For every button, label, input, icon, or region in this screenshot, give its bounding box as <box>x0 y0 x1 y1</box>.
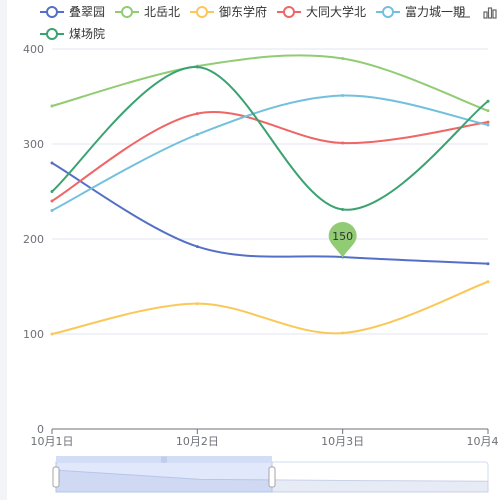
legend-label: 北岳北 <box>144 5 180 19</box>
legend-label: 叠翠园 <box>69 5 105 19</box>
data-point[interactable] <box>341 94 345 98</box>
y-tick-label: 100 <box>23 328 44 341</box>
x-tick-label: 10月2日 <box>176 435 219 448</box>
data-point[interactable] <box>50 209 54 212</box>
legend-item-1[interactable]: 北岳北 <box>115 5 180 19</box>
series-line <box>51 66 489 211</box>
x-tick-label: 10月4日 <box>467 435 500 448</box>
zoom-grip: ||| <box>161 457 167 464</box>
toolbox <box>458 6 497 19</box>
data-point[interactable] <box>486 123 490 127</box>
bar-chart-icon[interactable] <box>483 7 497 19</box>
series-lines <box>50 54 490 336</box>
zoom-handle-end[interactable] <box>268 466 276 488</box>
series-line <box>51 162 489 265</box>
data-point[interactable] <box>341 57 345 60</box>
legend-label: 御东学府 <box>219 4 267 19</box>
legend-symbol <box>46 6 58 18</box>
markpoint: 150 <box>328 222 357 258</box>
series-5 <box>50 65 490 212</box>
zoom-window[interactable] <box>55 461 273 493</box>
legend-item-0[interactable]: 叠翠园 <box>40 5 105 19</box>
series-line <box>51 111 489 202</box>
series-1 <box>50 54 490 113</box>
y-tick-label: 400 <box>23 43 44 56</box>
markpoint-label: 150 <box>332 230 353 243</box>
legend-symbol <box>121 6 134 18</box>
data-zoom-slider[interactable]: ||| <box>52 456 489 493</box>
series-2 <box>50 280 490 336</box>
left-edge-strip <box>0 0 7 500</box>
data-point[interactable] <box>195 112 199 116</box>
zoom-handle-start[interactable] <box>52 466 60 488</box>
data-point[interactable] <box>50 332 54 336</box>
series-line <box>51 94 489 212</box>
series-3 <box>50 111 490 203</box>
legend-label: 煤场院 <box>69 27 105 41</box>
legend-item-5[interactable]: 煤场院 <box>40 27 105 41</box>
x-tick-label: 10月3日 <box>321 435 364 448</box>
series-0 <box>50 161 490 266</box>
data-point[interactable] <box>486 280 490 284</box>
data-point[interactable] <box>486 262 490 266</box>
markpoint-pin[interactable]: 150 <box>328 222 357 258</box>
axes: 0 100 200 300 400 10月1日 10月2日 10月3日 10月4日 <box>23 43 500 448</box>
legend-item-4[interactable]: 富力城一期 <box>376 4 465 19</box>
data-point[interactable] <box>486 109 490 113</box>
x-tick-label: 10月1日 <box>31 435 74 448</box>
series-line <box>51 280 489 335</box>
data-point[interactable] <box>486 120 490 124</box>
data-point[interactable] <box>341 141 345 145</box>
data-point[interactable] <box>195 302 199 306</box>
zoom-move-bar[interactable] <box>56 456 272 463</box>
data-point[interactable] <box>195 133 199 136</box>
data-point[interactable] <box>50 190 54 193</box>
data-point[interactable] <box>341 331 345 335</box>
data-point[interactable] <box>50 104 54 108</box>
data-point[interactable] <box>195 65 199 69</box>
legend-symbol <box>46 28 58 40</box>
legend-label: 大同大学北 <box>306 4 366 19</box>
y-tick-label: 300 <box>23 138 44 151</box>
data-point[interactable] <box>341 208 345 212</box>
series-4 <box>50 94 490 212</box>
legend-symbol <box>196 6 209 18</box>
series-line <box>51 54 489 112</box>
data-view-icon[interactable] <box>458 6 470 18</box>
data-point[interactable] <box>486 99 490 103</box>
legend-label: 富力城一期 <box>405 4 465 19</box>
y-tick-label: 200 <box>23 233 44 246</box>
legend-symbol <box>382 6 395 18</box>
y-tick-label: 0 <box>37 423 44 436</box>
legend-item-2[interactable]: 御东学府 <box>190 4 267 19</box>
markpoint-shape <box>328 222 357 258</box>
legend-symbol <box>283 6 296 18</box>
legend-item-3[interactable]: 大同大学北 <box>277 4 366 19</box>
data-point[interactable] <box>50 161 54 165</box>
data-point[interactable] <box>195 245 199 249</box>
data-point[interactable] <box>50 199 54 203</box>
grid-lines <box>52 48 488 335</box>
